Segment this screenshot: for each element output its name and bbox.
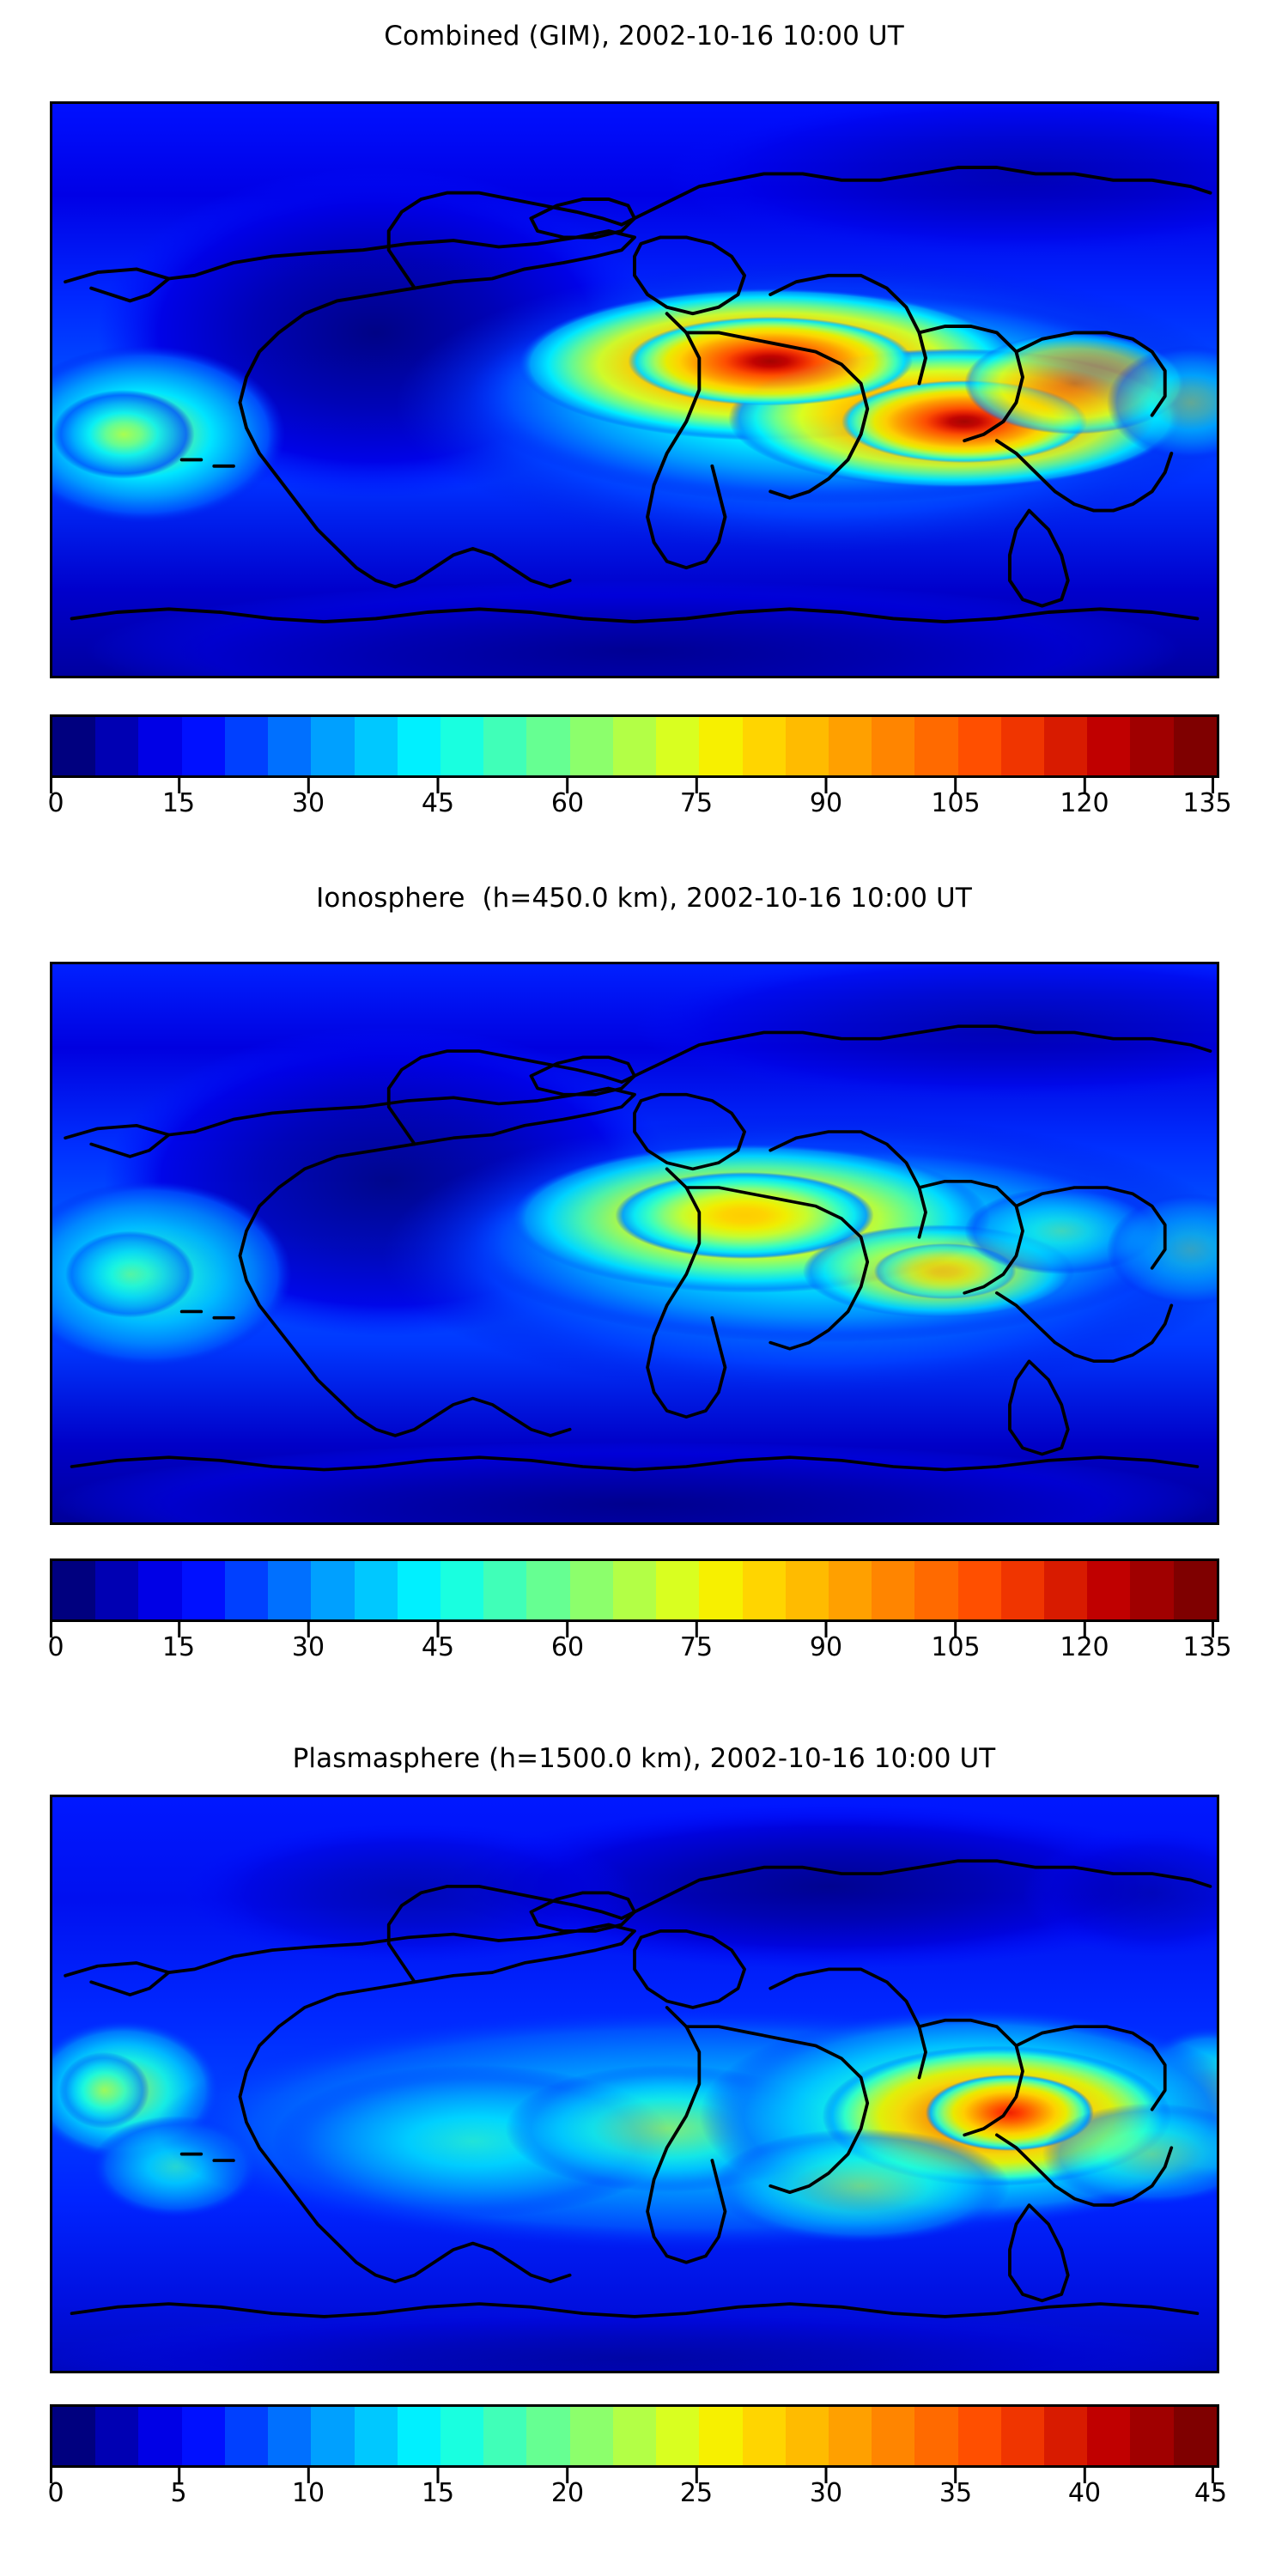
cbar1-tick-60: 60 (550, 788, 585, 818)
panel-title-ionosphere: Ionosphere (h=450.0 km), 2002-10-16 10:0… (316, 883, 972, 914)
cbar1-tick-15: 15 (161, 788, 196, 818)
colorbar-ticks-plasmasphere (50, 2468, 1214, 2483)
map-plasmasphere (50, 1795, 1219, 2373)
cbar3-tick-40: 40 (1067, 2478, 1102, 2508)
cbar2-tick-15: 15 (161, 1632, 196, 1662)
cbar2-tick-45: 45 (421, 1632, 455, 1662)
map-canvas-combined-gim (52, 104, 1217, 676)
cbar2-tick-120: 120 (1060, 1632, 1109, 1662)
map-canvas-plasmasphere (52, 1797, 1217, 2371)
colorbar-gradient-ionosphere (50, 1558, 1219, 1622)
cbar3-tick-45: 45 (1194, 2478, 1228, 2508)
cbar2-tick-105: 105 (931, 1632, 981, 1662)
cbar1-tick-105: 105 (931, 788, 981, 818)
cbar3-tick-25: 25 (679, 2478, 714, 2508)
colorbar-ticklabels-plasmasphere: 0 5 10 15 20 25 30 35 40 45 (47, 2478, 1227, 2512)
cbar2-tick-0: 0 (47, 1632, 64, 1662)
cbar2-tick-75: 75 (679, 1632, 714, 1662)
cbar1-tick-120: 120 (1060, 788, 1109, 818)
cbar3-tick-35: 35 (939, 2478, 973, 2508)
cbar1-tick-75: 75 (679, 788, 714, 818)
map-ionosphere (50, 962, 1219, 1525)
colorbar-ticklabels-combined-gim: 0 15 30 45 60 75 90 105 120 135 (47, 788, 1231, 823)
cbar2-tick-135: 135 (1182, 1632, 1232, 1662)
cbar1-tick-45: 45 (421, 788, 455, 818)
cbar1-tick-0: 0 (47, 788, 64, 818)
map-combined-gim (50, 101, 1219, 678)
cbar1-tick-30: 30 (291, 788, 325, 818)
cbar3-tick-30: 30 (809, 2478, 843, 2508)
cbar3-tick-20: 20 (550, 2478, 585, 2508)
colorbar-gradient-combined-gim (50, 714, 1219, 778)
cbar2-tick-60: 60 (550, 1632, 585, 1662)
colorbar-gradient-plasmasphere (50, 2404, 1219, 2468)
colorbar-combined-gim: 0 15 30 45 60 75 90 105 120 135 (47, 714, 1232, 835)
colorbar-ticklabels-ionosphere: 0 15 30 45 60 75 90 105 120 135 (47, 1632, 1231, 1667)
panel-plasmasphere: Plasmasphere (h=1500.0 km), 2002-10-16 1… (0, 0, 1288, 2508)
cbar3-tick-5: 5 (170, 2478, 187, 2508)
colorbar-ionosphere: 0 15 30 45 60 75 90 105 120 135 (47, 1558, 1232, 1679)
colorbar-plasmasphere: 0 5 10 15 20 25 30 35 40 45 (47, 2404, 1227, 2524)
panel-title-plasmasphere: Plasmasphere (h=1500.0 km), 2002-10-16 1… (292, 1743, 996, 1774)
cbar2-tick-30: 30 (291, 1632, 325, 1662)
cbar2-tick-90: 90 (809, 1632, 843, 1662)
cbar1-tick-90: 90 (809, 788, 843, 818)
colorbar-ticks-combined-gim (50, 778, 1214, 793)
cbar3-tick-15: 15 (421, 2478, 455, 2508)
cbar3-tick-10: 10 (291, 2478, 325, 2508)
cbar3-tick-0: 0 (47, 2478, 64, 2508)
map-canvas-ionosphere (52, 964, 1217, 1522)
cbar1-tick-135: 135 (1182, 788, 1232, 818)
panel-title-combined-gim: Combined (GIM), 2002-10-16 10:00 UT (384, 21, 904, 52)
colorbar-ticks-ionosphere (50, 1622, 1214, 1637)
panel-ionosphere: Ionosphere (h=450.0 km), 2002-10-16 10:0… (0, 0, 1288, 1662)
panel-combined-gim: Combined (GIM), 2002-10-16 10:00 UT (0, 0, 1288, 859)
